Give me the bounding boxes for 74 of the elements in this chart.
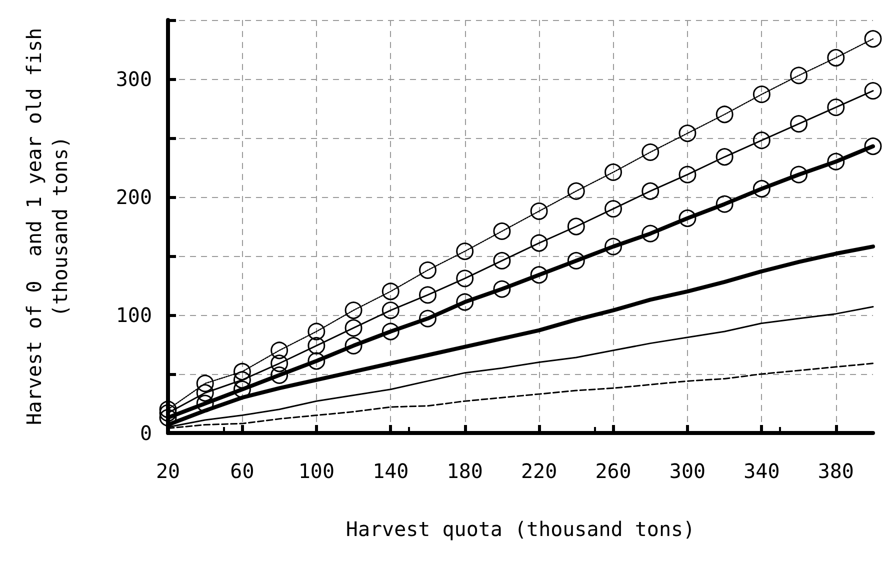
point (344, 319, 362, 337)
x-tick-label: 220 (520, 459, 558, 483)
point (752, 180, 770, 198)
point (233, 380, 251, 398)
point (752, 86, 770, 104)
point (567, 252, 585, 270)
point (716, 148, 734, 166)
point (493, 280, 511, 298)
point (270, 366, 288, 384)
point (493, 222, 511, 240)
point (456, 242, 474, 260)
point (716, 195, 734, 213)
point (790, 66, 808, 84)
point (827, 49, 845, 67)
x-tick-label: 60 (230, 459, 254, 483)
point (790, 115, 808, 133)
point (308, 352, 326, 370)
point (493, 252, 511, 270)
x-tick-label: 300 (669, 459, 706, 483)
point (642, 224, 660, 242)
point (159, 404, 177, 422)
point (752, 132, 770, 150)
point (642, 182, 660, 200)
y-tick-label: 100 (116, 303, 152, 327)
point (233, 362, 251, 380)
point (678, 166, 696, 184)
point (716, 106, 734, 124)
point (827, 152, 845, 170)
point (530, 202, 548, 220)
point (419, 286, 436, 304)
point (567, 218, 585, 236)
point (864, 138, 882, 156)
point (456, 293, 474, 311)
point (382, 282, 400, 300)
point (642, 143, 660, 161)
x-tick-label: 140 (372, 459, 409, 483)
point (827, 98, 845, 116)
point (864, 82, 882, 100)
x-tick-label: 340 (744, 459, 780, 483)
point (604, 200, 622, 218)
point (270, 342, 288, 360)
point (233, 371, 251, 389)
point (419, 261, 436, 279)
point (604, 238, 622, 256)
point (308, 322, 326, 340)
point (382, 322, 400, 340)
x-tick-label: 20 (156, 459, 180, 483)
y-axis-title: Harvest of 0 and 1 year old fish (thousand tons) (22, 28, 72, 426)
x-tick-label: 180 (446, 459, 483, 483)
y-tick-label: 0 (140, 421, 152, 445)
point (196, 374, 214, 392)
point (790, 166, 808, 184)
point (864, 30, 882, 48)
point (678, 209, 696, 227)
point (678, 124, 696, 142)
point (456, 270, 474, 288)
point (567, 182, 585, 200)
point (308, 336, 326, 354)
y-tick-label: 300 (116, 67, 152, 91)
point (604, 163, 622, 181)
point (196, 384, 214, 402)
point (382, 302, 400, 320)
x-axis-title: Harvest quota (thousand tons) (346, 517, 696, 541)
point (159, 400, 177, 418)
x-tick-label: 260 (595, 459, 632, 483)
x-tick-label: 380 (818, 459, 854, 483)
point (270, 354, 288, 372)
x-tick-label: 100 (298, 459, 334, 483)
point (530, 266, 548, 284)
point (419, 310, 436, 328)
point (344, 336, 362, 354)
y-tick-label: 200 (116, 185, 152, 209)
point (530, 234, 548, 252)
point (344, 302, 362, 320)
